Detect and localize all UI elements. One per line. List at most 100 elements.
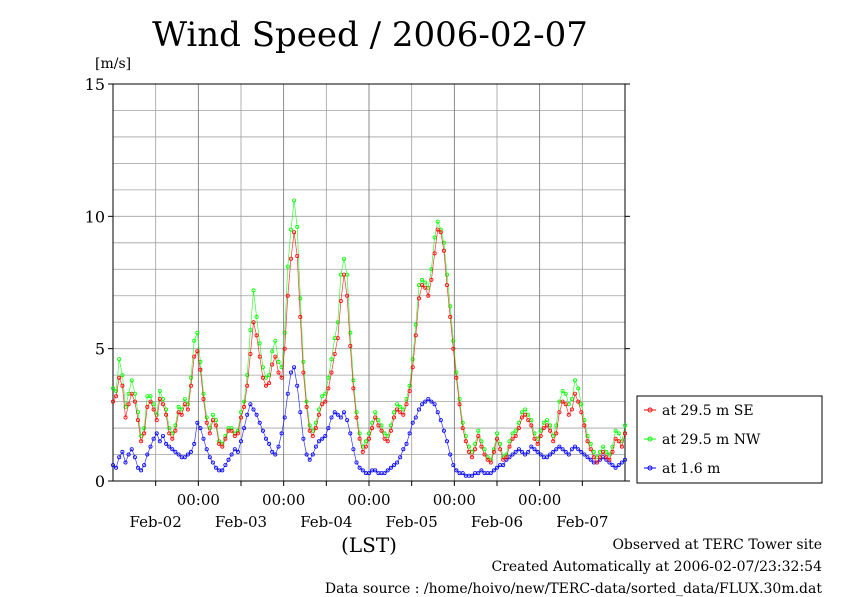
data-point	[298, 314, 303, 319]
data-point	[494, 465, 499, 470]
data-point	[238, 439, 243, 444]
data-point	[179, 412, 184, 417]
x-time-label: 00:00	[518, 491, 561, 509]
data-point	[320, 394, 325, 399]
data-point	[560, 388, 565, 393]
data-point	[201, 436, 206, 441]
data-point	[501, 457, 506, 462]
data-point	[448, 452, 453, 457]
data-point	[229, 452, 234, 457]
data-point	[510, 436, 515, 441]
data-point	[448, 314, 453, 319]
data-point	[167, 426, 172, 431]
legend-label: at 1.6 m	[662, 461, 720, 477]
data-point	[382, 436, 387, 441]
data-point	[176, 410, 181, 415]
data-point	[438, 230, 443, 235]
data-point	[560, 399, 565, 404]
data-point	[357, 436, 362, 441]
data-point	[520, 449, 525, 454]
data-point	[391, 410, 396, 415]
data-point	[117, 357, 122, 362]
data-point	[401, 447, 406, 452]
data-point	[251, 320, 256, 325]
data-point	[485, 457, 490, 462]
data-point	[576, 447, 581, 452]
data-point	[345, 418, 350, 423]
legend-swatch-marker	[647, 436, 653, 442]
data-point	[242, 404, 247, 409]
data-point	[444, 283, 449, 288]
data-point	[282, 330, 287, 335]
data-point	[220, 444, 225, 449]
data-point	[185, 452, 190, 457]
data-point	[504, 455, 509, 460]
data-point	[557, 410, 562, 415]
data-point	[326, 375, 331, 380]
data-point	[494, 436, 499, 441]
data-point	[288, 256, 293, 261]
data-point	[232, 433, 237, 438]
data-point	[523, 407, 528, 412]
data-point	[351, 378, 356, 383]
data-point	[423, 285, 428, 290]
data-point	[407, 388, 412, 393]
data-point	[242, 426, 247, 431]
data-point	[435, 219, 440, 224]
data-point	[354, 410, 359, 415]
data-point	[545, 455, 550, 460]
data-point	[363, 439, 368, 444]
x-axis-label: (LST)	[341, 533, 397, 557]
grid-lines	[113, 84, 625, 481]
data-point	[288, 370, 293, 375]
data-point	[510, 452, 515, 457]
data-point	[420, 402, 425, 407]
data-point	[120, 383, 125, 388]
legend-label: at 29.5 m SE	[662, 403, 754, 419]
data-point	[532, 447, 537, 452]
data-point	[616, 439, 621, 444]
data-point	[401, 412, 406, 417]
data-point	[204, 420, 209, 425]
data-point	[619, 444, 624, 449]
data-point	[210, 460, 215, 465]
data-point	[604, 455, 609, 460]
data-point	[204, 447, 209, 452]
data-point	[520, 410, 525, 415]
data-point	[298, 296, 303, 301]
data-point	[207, 455, 212, 460]
data-point	[267, 441, 272, 446]
data-point	[292, 230, 297, 235]
data-point	[114, 465, 119, 470]
data-point	[395, 407, 400, 412]
data-point	[404, 396, 409, 401]
data-point	[607, 460, 612, 465]
data-point	[332, 351, 337, 356]
data-point	[398, 410, 403, 415]
data-point	[426, 293, 431, 298]
legend: at 29.5 m SE at 29.5 m NW at 1.6 m	[636, 395, 823, 484]
data-point	[229, 426, 234, 431]
data-point	[148, 444, 153, 449]
data-point	[217, 441, 222, 446]
data-point	[295, 383, 300, 388]
data-point	[210, 418, 215, 423]
data-point	[117, 375, 122, 380]
data-point	[120, 449, 125, 454]
data-point	[223, 436, 228, 441]
data-point	[341, 410, 346, 415]
data-point	[507, 439, 512, 444]
data-point	[532, 436, 537, 441]
data-point	[476, 433, 481, 438]
data-point	[435, 410, 440, 415]
data-point	[307, 457, 312, 462]
data-point	[316, 439, 321, 444]
data-point	[320, 436, 325, 441]
data-point	[251, 288, 256, 293]
data-point	[260, 375, 265, 380]
data-point	[513, 428, 518, 433]
data-point	[454, 468, 459, 473]
data-point	[548, 452, 553, 457]
data-point	[154, 418, 159, 423]
data-point	[538, 433, 543, 438]
